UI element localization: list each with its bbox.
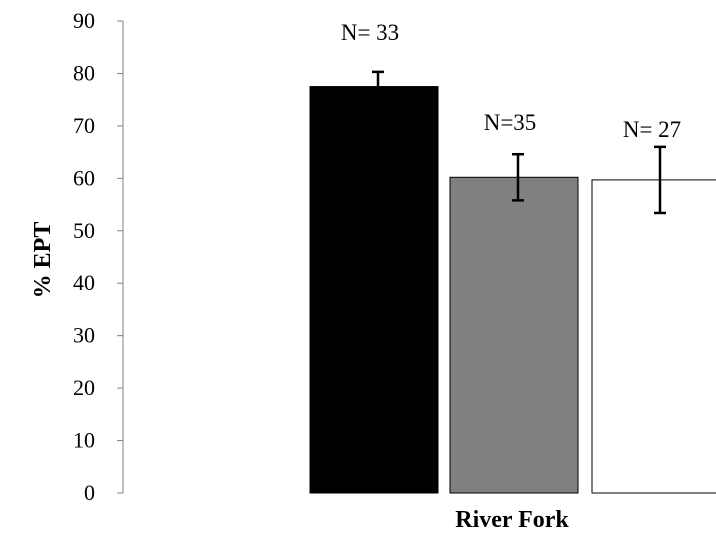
- bar-2: [449, 176, 579, 494]
- y-tick-label: 60: [73, 165, 95, 190]
- n-label-1: N= 33: [341, 20, 399, 45]
- y-axis-title: % EPT: [30, 222, 56, 299]
- bar-3: [591, 179, 716, 494]
- y-axis: 0 10 20 30 40 50 60 70 80 90: [73, 8, 124, 505]
- x-axis-title: River Fork: [455, 507, 569, 533]
- y-tick-label: 10: [73, 428, 95, 453]
- y-tick-label: 90: [73, 8, 95, 33]
- y-tick-label: 30: [73, 323, 95, 348]
- y-tick-label: 80: [73, 60, 95, 85]
- n-label-3: N= 27: [623, 117, 681, 142]
- y-tick-label: 70: [73, 113, 95, 138]
- n-label-2: N=35: [484, 110, 537, 135]
- y-tick-label: 0: [84, 480, 95, 505]
- y-tick-label: 50: [73, 218, 95, 243]
- y-tick-label: 40: [73, 270, 95, 295]
- bar-1: [309, 86, 439, 494]
- bars-group: N= 33 N=35 N= 27: [309, 20, 716, 494]
- y-tick-label: 20: [73, 375, 95, 400]
